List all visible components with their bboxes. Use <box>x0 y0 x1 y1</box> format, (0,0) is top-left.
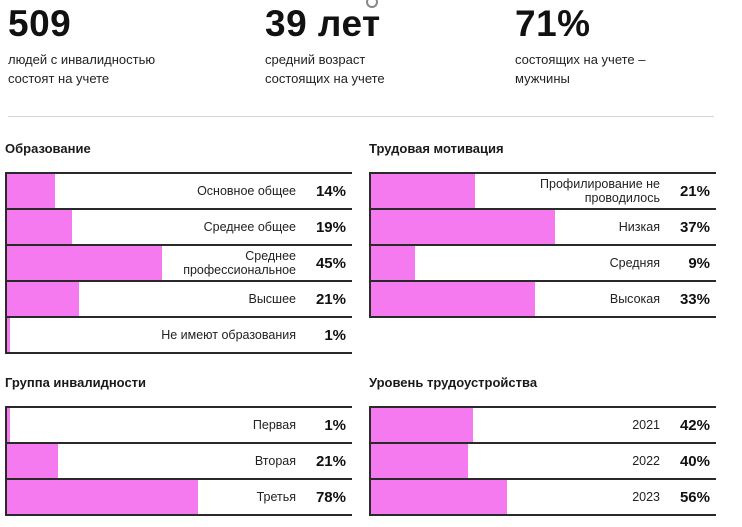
divider <box>8 116 714 117</box>
bar <box>371 480 507 514</box>
bar <box>7 444 58 478</box>
bar <box>7 318 10 352</box>
bar-label: Высокая <box>609 292 660 306</box>
education-chart: Образование Основное общее 14% Среднее об… <box>5 140 352 354</box>
stat-desc-line: мужчины <box>515 71 570 86</box>
bar-rows: Основное общее 14% Среднее общее 19% Средн… <box>5 172 352 354</box>
bar-value: 37% <box>679 218 710 236</box>
bar-row: Первая 1% <box>7 406 352 442</box>
stat-desc-line: состоят на учете <box>8 71 110 86</box>
bar-label: Вторая <box>254 454 296 468</box>
bar <box>371 444 468 478</box>
bar-label: 2022 <box>632 454 660 468</box>
bar-row: 2022 40% <box>371 442 716 478</box>
bar-value: 9% <box>688 254 710 272</box>
bar <box>7 480 198 514</box>
bar-label: Среднее профессиональное <box>183 249 296 277</box>
bar-value: 45% <box>315 254 346 272</box>
bar-row: Средняя 9% <box>371 244 716 280</box>
bar-value: 33% <box>679 290 710 308</box>
decorative-mark <box>366 0 378 8</box>
stat-registered: 509 людей с инвалидностью состоят на уче… <box>8 2 155 88</box>
bar-row: Вторая 21% <box>7 442 352 478</box>
bar-value: 40% <box>679 452 710 470</box>
stat-desc-line: состоящих на учете <box>265 71 385 86</box>
stat-value: 509 <box>8 3 72 44</box>
bar-label: Третья <box>256 490 296 504</box>
bar-row: Высшее 21% <box>7 280 352 316</box>
bar <box>7 246 162 280</box>
bar-row: Основное общее 14% <box>7 172 352 208</box>
bar-value: 19% <box>315 218 346 236</box>
bar-value: 21% <box>315 452 346 470</box>
bar-label: 2023 <box>632 490 660 504</box>
bar-row: Среднее общее 19% <box>7 208 352 244</box>
bar-value: 78% <box>315 488 346 506</box>
disability-group-chart: Группа инвалидности Первая 1% Вторая 21% Т… <box>5 374 352 516</box>
bar-label: Первая <box>252 418 296 432</box>
bar <box>7 282 79 316</box>
bar-row: Низкая 37% <box>371 208 716 244</box>
bar-value: 56% <box>679 488 710 506</box>
bar <box>371 246 415 280</box>
stat-description: людей с инвалидностью состоят на учете <box>8 50 155 88</box>
bar-label: Не имеют образования <box>161 328 296 342</box>
bar-row: Третья 78% <box>7 478 352 516</box>
bar-label: Среднее общее <box>203 220 296 234</box>
bar-row: Высокая 33% <box>371 280 716 318</box>
bar <box>371 282 535 316</box>
chart-title: Группа инвалидности <box>5 375 147 390</box>
stat-average-age: 39 лет средний возраст состоящих на учет… <box>265 2 385 88</box>
bar-label: Высшее <box>248 292 296 306</box>
bar-label: Низкая <box>618 220 660 234</box>
bar-rows: Первая 1% Вторая 21% Третья 78% <box>5 406 352 516</box>
bar <box>371 174 475 208</box>
stat-value: 71% <box>515 3 591 44</box>
bar-label: Средняя <box>609 256 660 270</box>
bar-value: 21% <box>679 182 710 200</box>
bar-value: 21% <box>315 290 346 308</box>
stat-desc-line: состоящих на учете – <box>515 52 646 67</box>
bar-value: 1% <box>324 416 346 434</box>
chart-title: Трудовая мотивация <box>369 141 504 156</box>
bar-value: 42% <box>679 416 710 434</box>
stat-men-share: 71% состоящих на учете – мужчины <box>515 2 646 88</box>
stat-description: средний возраст состоящих на учете <box>265 50 385 88</box>
bar-rows: 2021 42% 2022 40% 2023 56% <box>369 406 716 516</box>
employment-chart: Уровень трудоустройства 2021 42% 2022 40% … <box>369 374 716 516</box>
bar-value: 14% <box>315 182 346 200</box>
bar <box>371 210 555 244</box>
bar <box>371 408 473 442</box>
bar-label: Профилирование не проводилось <box>540 177 660 205</box>
bar <box>7 174 55 208</box>
bar-row: Не имеют образования 1% <box>7 316 352 354</box>
stat-value: 39 лет <box>265 3 381 44</box>
bar-rows: Профилирование не проводилось 21% Низкая 3… <box>369 172 716 318</box>
bar-row: Среднее профессиональное 45% <box>7 244 352 280</box>
bar-row: 2023 56% <box>371 478 716 516</box>
chart-title: Уровень трудоустройства <box>369 375 538 390</box>
bar-label: Основное общее <box>197 184 296 198</box>
bar <box>7 408 10 442</box>
stat-desc-line: средний возраст <box>265 52 366 67</box>
bar-row: Профилирование не проводилось 21% <box>371 172 716 208</box>
bar <box>7 210 72 244</box>
bar-value: 1% <box>324 326 346 344</box>
bar-row: 2021 42% <box>371 406 716 442</box>
stat-description: состоящих на учете – мужчины <box>515 50 646 88</box>
stat-desc-line: людей с инвалидностью <box>8 52 156 67</box>
chart-title: Образование <box>5 141 91 156</box>
motivation-chart: Трудовая мотивация Профилирование не про… <box>369 140 716 318</box>
bar-label: 2021 <box>632 418 660 432</box>
